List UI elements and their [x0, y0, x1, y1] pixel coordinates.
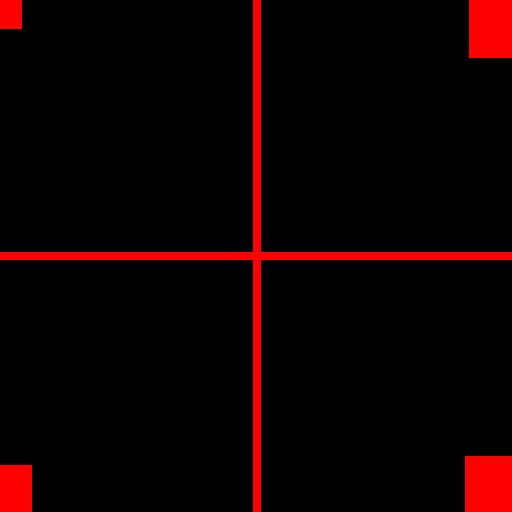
corner-marker-top-left: [0, 0, 22, 29]
corner-marker-bottom-left: [0, 465, 32, 512]
crosshair-horizontal-line: [0, 252, 512, 260]
corner-marker-top-right: [469, 0, 512, 58]
corner-marker-bottom-right: [465, 456, 512, 512]
